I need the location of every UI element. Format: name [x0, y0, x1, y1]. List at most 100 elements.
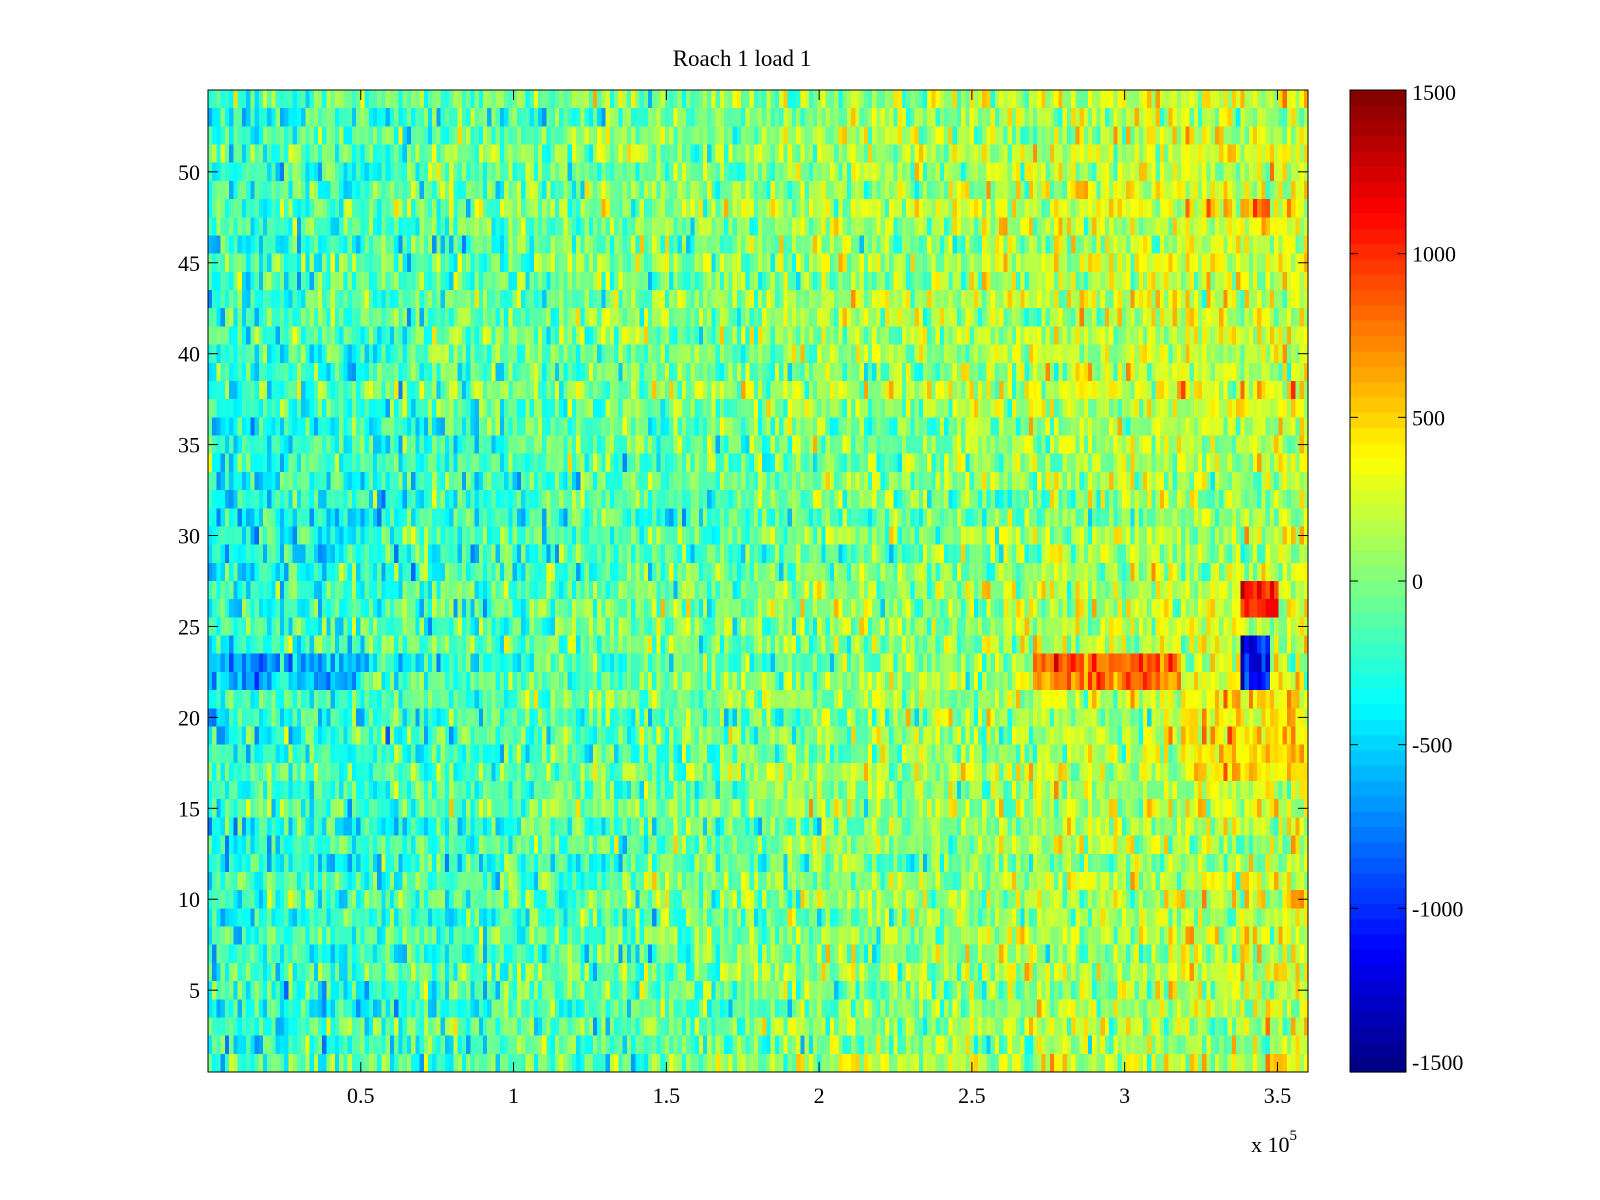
- y-tick-label: 45: [178, 251, 200, 276]
- x-tick-label: 2.5: [958, 1083, 986, 1108]
- colorbar-swatch: [1350, 488, 1406, 505]
- colorbar-swatch: [1350, 243, 1406, 260]
- colorbar-swatch: [1350, 903, 1406, 920]
- colorbar-swatch: [1350, 519, 1406, 536]
- colorbar-swatch: [1350, 289, 1406, 306]
- colorbar-swatch: [1350, 320, 1406, 337]
- colorbar-swatch: [1350, 688, 1406, 705]
- colorbar-swatch: [1350, 765, 1406, 782]
- y-tick-label: 50: [178, 160, 200, 185]
- colorbar-tick-label: 500: [1412, 405, 1445, 430]
- colorbar-swatch: [1350, 197, 1406, 214]
- x-axis-multiplier: x 105: [1251, 1128, 1297, 1157]
- colorbar-swatch: [1350, 749, 1406, 766]
- colorbar-swatch: [1350, 872, 1406, 889]
- colorbar-swatch: [1350, 979, 1406, 996]
- colorbar-swatch: [1350, 90, 1406, 106]
- colorbar-swatch: [1350, 581, 1406, 597]
- colorbar-swatch: [1350, 136, 1406, 152]
- colorbar-swatch: [1350, 734, 1406, 751]
- colorbar-swatch: [1350, 366, 1406, 383]
- colorbar-swatch: [1350, 350, 1406, 367]
- plot-area: [208, 90, 1308, 1072]
- colorbar-swatch: [1350, 780, 1406, 797]
- colorbar-swatch: [1350, 642, 1406, 659]
- heatmap-cells: [208, 90, 1308, 1072]
- colorbar-swatch: [1350, 120, 1406, 137]
- colorbar-swatch: [1350, 274, 1406, 291]
- colorbar-swatch: [1350, 565, 1406, 582]
- colorbar-swatch: [1350, 105, 1406, 122]
- x-axis: 0.5 1 1.5 2 2.5 3 3.5: [347, 90, 1291, 1108]
- colorbar-swatch: [1350, 427, 1406, 444]
- colorbar-swatch: [1350, 304, 1406, 321]
- colorbar-swatch: [1350, 795, 1406, 812]
- y-tick-label: 25: [178, 614, 200, 639]
- colorbar-swatch: [1350, 1010, 1406, 1027]
- y-tick-label: 10: [178, 887, 200, 912]
- colorbar-swatch: [1350, 381, 1406, 398]
- colorbar-swatch: [1350, 1056, 1406, 1073]
- colorbar-frame: [1349, 89, 1407, 1073]
- colorbar-swatch: [1350, 458, 1406, 475]
- y-tick-label: 30: [178, 524, 200, 549]
- x-axis-multiplier-exponent: 5: [1290, 1128, 1298, 1144]
- colorbar-swatch: [1350, 596, 1406, 613]
- y-tick-label: 15: [178, 796, 200, 821]
- y-axis: 5 10 15 20 25 30 35 40 45 50: [178, 160, 1308, 1003]
- colorbar-swatch: [1350, 841, 1406, 858]
- colorbar-swatch: [1350, 504, 1406, 521]
- colorbar-swatch: [1350, 627, 1406, 643]
- x-tick-label: 3: [1119, 1083, 1130, 1108]
- colorbar-swatch: [1350, 657, 1406, 674]
- colorbar-swatch: [1350, 857, 1406, 874]
- x-tick-label: 2: [814, 1083, 825, 1108]
- x-tick-label: 0.5: [347, 1083, 375, 1108]
- colorbar-swatch: [1350, 826, 1406, 843]
- colorbar-swatch: [1350, 887, 1406, 904]
- colorbar-swatch: [1350, 550, 1406, 567]
- colorbar-swatch: [1350, 534, 1406, 551]
- colorbar-swatch: [1350, 473, 1406, 490]
- colorbar-swatch: [1350, 442, 1406, 459]
- colorbar-swatch: [1350, 412, 1406, 429]
- colorbar-swatch: [1350, 166, 1406, 183]
- y-tick-label: 40: [178, 342, 200, 367]
- x-tick-label: 1: [508, 1083, 519, 1108]
- colorbar-tick-label: -1000: [1412, 896, 1463, 921]
- y-tick-label: 20: [178, 705, 200, 730]
- colorbar-swatch: [1350, 673, 1406, 690]
- colorbar-tick-label: -500: [1412, 733, 1452, 758]
- colorbar-swatch: [1350, 995, 1406, 1012]
- x-tick-label: 1.5: [653, 1083, 681, 1108]
- plot-frame: [207, 89, 1309, 1073]
- colorbar-tick-label: 1000: [1412, 242, 1456, 267]
- colorbar-swatch: [1350, 949, 1406, 966]
- colorbar-swatch: [1350, 918, 1406, 935]
- colorbar-tick-label: 1500: [1412, 80, 1456, 105]
- colorbar-swatch: [1350, 964, 1406, 981]
- colorbar-tick-label: 0: [1412, 569, 1423, 594]
- colorbar-swatch: [1350, 703, 1406, 720]
- colorbar-swatch: [1350, 396, 1406, 413]
- colorbar-swatch: [1350, 1025, 1406, 1042]
- y-tick-label: 5: [189, 978, 200, 1003]
- colorbar-swatch: [1350, 258, 1406, 275]
- colorbar-swatch: [1350, 335, 1406, 352]
- x-axis-multiplier-base: x 10: [1251, 1132, 1290, 1157]
- colorbar-swatch: [1350, 611, 1406, 628]
- colorbar-swatch: [1350, 182, 1406, 199]
- colorbar-swatch: [1350, 228, 1406, 245]
- colorbar-swatch: [1350, 933, 1406, 950]
- chart-title: Roach 1 load 1: [673, 46, 812, 71]
- colorbar-swatch: [1350, 1041, 1406, 1058]
- x-tick-label: 3.5: [1264, 1083, 1292, 1108]
- colorbar-swatch: [1350, 811, 1406, 828]
- colorbar: 1500 1000 500 0 -500 -1000 -1500: [1350, 80, 1463, 1075]
- y-tick-label: 35: [178, 433, 200, 458]
- colorbar-swatch: [1350, 212, 1406, 229]
- colorbar-swatch: [1350, 719, 1406, 736]
- colorbar-tick-label: -1500: [1412, 1050, 1463, 1075]
- colorbar-swatch: [1350, 151, 1406, 168]
